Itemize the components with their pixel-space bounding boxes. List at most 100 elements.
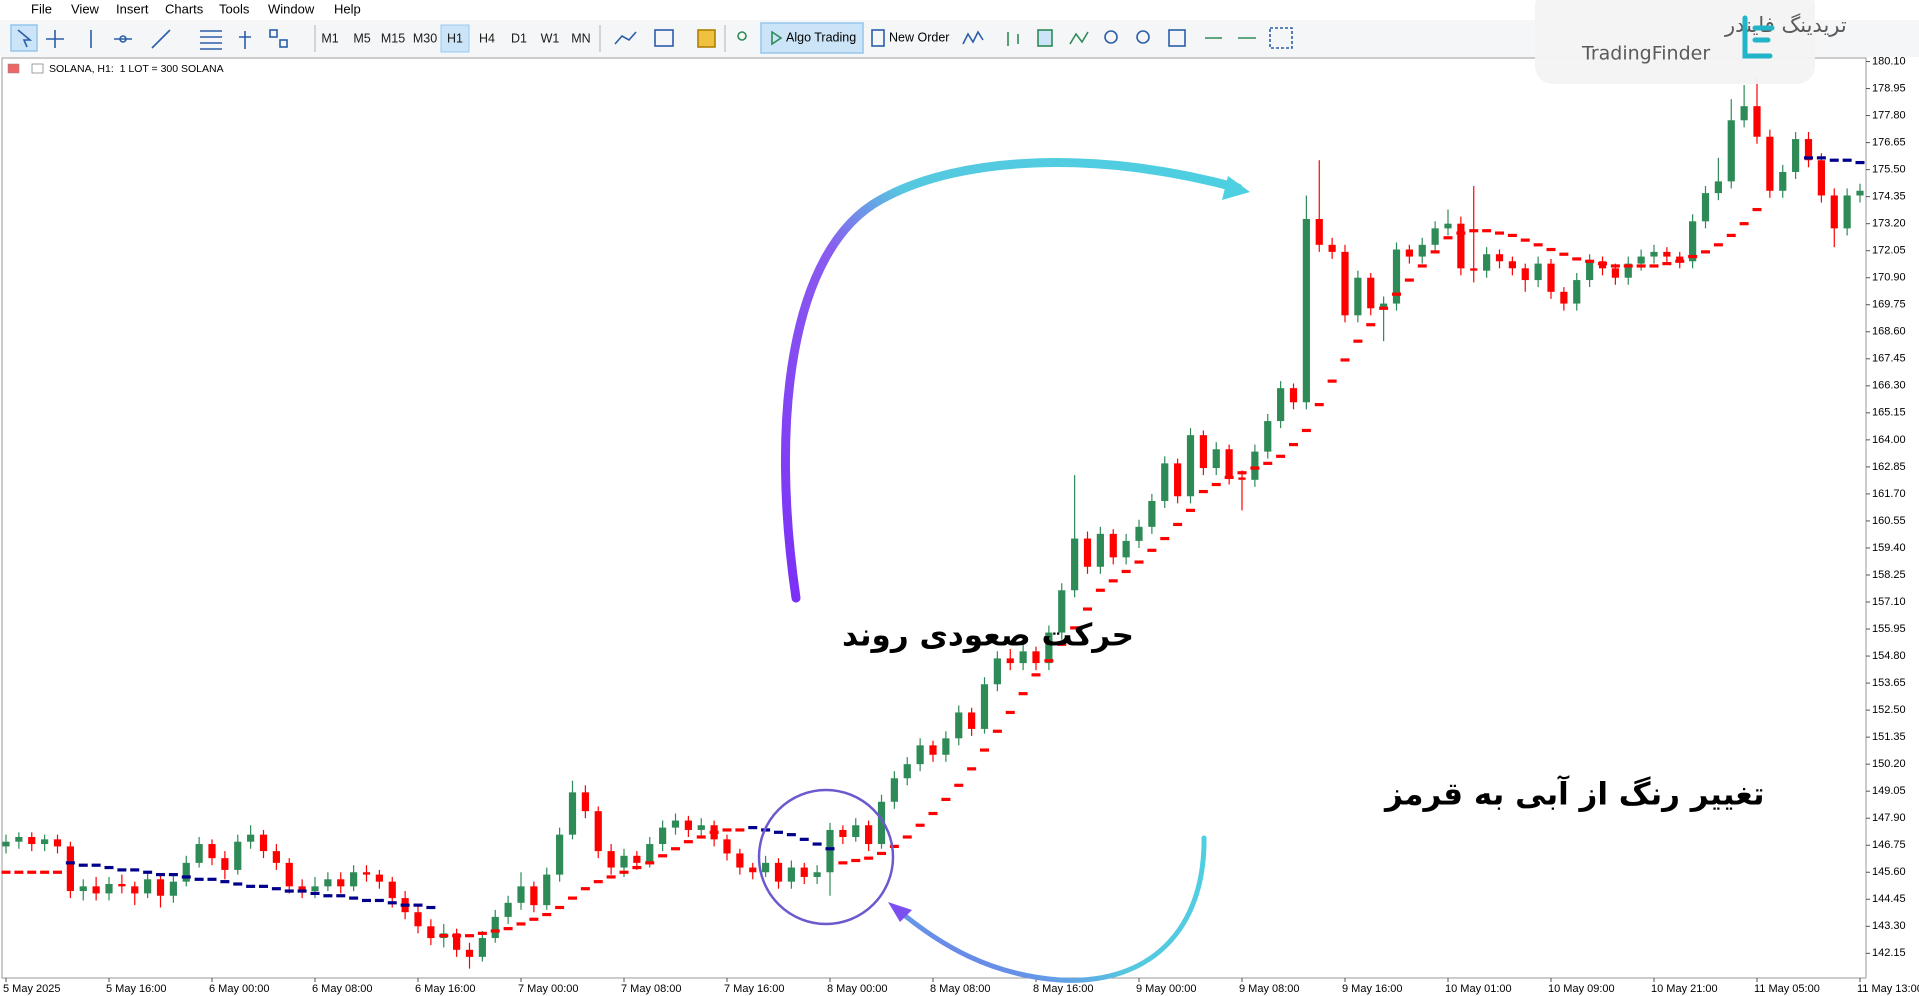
candle-body — [1624, 263, 1632, 278]
candle-body — [762, 862, 770, 873]
template-icon[interactable] — [654, 29, 674, 47]
candle-body — [1457, 223, 1465, 269]
y-tick-label: 173.20 — [1872, 218, 1906, 230]
active-timeframe-bg — [440, 24, 470, 53]
menu-item[interactable]: Help — [334, 1, 361, 16]
candle-body — [1405, 249, 1413, 257]
tile-icon[interactable] — [1168, 29, 1186, 47]
candle-body — [1083, 538, 1092, 567]
algo-trading-button[interactable]: Algo Trading — [786, 30, 856, 44]
x-tick-label: 5 May 16:00 — [106, 983, 167, 995]
candle-body — [285, 862, 293, 887]
y-tick-label: 143.30 — [1872, 920, 1906, 932]
crosshair-icon[interactable] — [46, 30, 64, 48]
menu-item[interactable]: Window — [268, 1, 315, 16]
candle-body — [697, 825, 705, 830]
menu-item[interactable]: File — [31, 1, 52, 16]
timeframe-button[interactable]: D1 — [511, 31, 527, 45]
timeframe-button[interactable]: M5 — [353, 31, 370, 45]
market-icon[interactable] — [697, 29, 716, 48]
zoom-out[interactable] — [1136, 30, 1150, 44]
menu-item[interactable]: View — [71, 1, 100, 16]
candle-body — [813, 872, 821, 877]
candle-body — [620, 855, 628, 868]
bars-icon[interactable] — [1007, 32, 1019, 46]
timeframe-button[interactable]: H1 — [447, 31, 463, 45]
candle-body — [826, 829, 834, 873]
shapes-tool[interactable] — [269, 29, 278, 38]
candle-body — [568, 792, 577, 835]
chart-icon — [31, 63, 44, 74]
candle-body — [1573, 280, 1581, 304]
y-tick-label: 160.55 — [1872, 515, 1906, 527]
candle-body — [1586, 261, 1594, 281]
candle-body — [1174, 463, 1182, 497]
screenshot-icon[interactable] — [1269, 27, 1293, 49]
play-icon — [771, 30, 783, 46]
timeframe-button[interactable]: MN — [571, 31, 590, 45]
candle-body — [787, 867, 795, 882]
x-tick-label: 9 May 00:00 — [1136, 983, 1197, 995]
candle-body — [1637, 256, 1645, 264]
line-chart-icon[interactable] — [1069, 31, 1089, 45]
candle-body — [1122, 540, 1130, 558]
candle-body — [1071, 538, 1079, 591]
cursor-tool[interactable] — [10, 24, 38, 52]
text-tool[interactable] — [239, 31, 251, 49]
candle-body — [1431, 228, 1439, 245]
candle-body — [324, 879, 332, 887]
candle-body — [1804, 139, 1813, 161]
candle-body — [852, 825, 860, 838]
candle-body — [2, 841, 10, 847]
candle-body — [1418, 244, 1426, 257]
candle-body — [53, 839, 62, 847]
candle-body — [1843, 195, 1851, 229]
timeframe-button[interactable]: M30 — [413, 31, 437, 45]
candle-body — [362, 872, 371, 875]
x-tick-label: 8 May 16:00 — [1033, 983, 1094, 995]
indicator-icon[interactable] — [962, 30, 984, 45]
candle-body — [388, 881, 396, 899]
hline-icon[interactable] — [119, 35, 127, 43]
candle-body — [1727, 120, 1735, 182]
candle-body — [684, 820, 692, 830]
algo-button-bg[interactable] — [760, 22, 864, 54]
x-tick-label: 7 May 00:00 — [518, 983, 579, 995]
candle-body — [543, 874, 551, 906]
y-tick-label: 145.60 — [1872, 866, 1906, 878]
candle-body — [1148, 500, 1156, 527]
timeframe-button[interactable]: H4 — [479, 31, 495, 45]
menu-item[interactable]: Tools — [219, 1, 250, 16]
new-order-button[interactable]: New Order — [889, 30, 949, 44]
line-tools[interactable] — [90, 29, 222, 50]
x-tick-label: 8 May 00:00 — [827, 983, 888, 995]
candle-body — [839, 829, 847, 838]
chart-type[interactable] — [614, 31, 637, 45]
timeframe-button[interactable]: M15 — [381, 31, 405, 45]
menu-item[interactable]: Charts — [165, 1, 204, 16]
candle-body — [646, 844, 654, 863]
order-icon[interactable] — [871, 29, 885, 47]
candle-body — [1521, 268, 1529, 281]
x-tick-label: 6 May 00:00 — [209, 983, 270, 995]
candle-body — [800, 867, 808, 877]
timeframe-button[interactable]: W1 — [541, 31, 560, 45]
signals-icon[interactable] — [737, 31, 747, 41]
candle-body — [350, 872, 358, 887]
candles-icon[interactable] — [1037, 29, 1053, 47]
x-tick-label: 9 May 16:00 — [1342, 983, 1403, 995]
candle-body — [1676, 256, 1684, 262]
y-tick-label: 167.45 — [1872, 353, 1906, 365]
zoom-in[interactable] — [1104, 30, 1118, 44]
candle-body — [1302, 218, 1310, 403]
candle-body — [1225, 449, 1233, 478]
candle-body — [1264, 421, 1272, 452]
timeframe-button[interactable]: M1 — [321, 31, 338, 45]
candle-body — [1212, 449, 1220, 469]
candle-body — [298, 886, 306, 892]
candle-body — [877, 801, 886, 845]
candle-body — [478, 938, 486, 957]
menu-item[interactable]: Insert — [116, 1, 149, 16]
candle-body — [749, 867, 757, 873]
y-tick-label: 149.05 — [1872, 785, 1906, 797]
